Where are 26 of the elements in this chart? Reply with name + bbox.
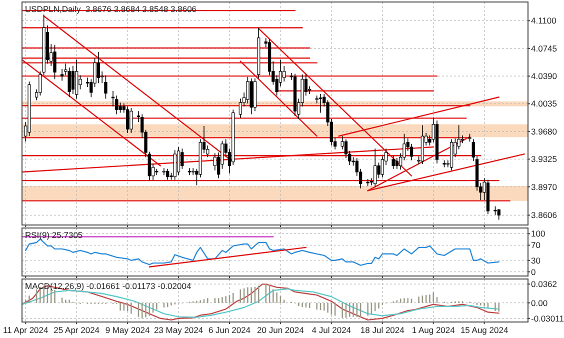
chart-title: MACD(12,26,9) -0.01661 -0.01173 -0.02004 <box>25 281 192 291</box>
y-tick-label: 30 <box>531 255 541 266</box>
y-tick-label: 0.00 <box>531 298 548 308</box>
x-tick-label: 4 Jul 2024 <box>312 325 352 335</box>
y-tick-label: 70 <box>531 240 541 250</box>
x-tick-label: 18 Jul 2024 <box>360 325 405 335</box>
x-tick-label: 23 May 2024 <box>154 325 204 335</box>
y-tick-label: 100 <box>531 228 546 239</box>
x-tick-label: 6 Jun 2024 <box>208 325 251 335</box>
x-tick-label: 11 Apr 2024 <box>3 325 49 335</box>
x-tick-label: 25 Apr 2024 <box>54 325 100 335</box>
y-tick-label: 4.0390 <box>531 71 558 82</box>
x-tick-label: 15 Aug 2024 <box>460 325 508 335</box>
y-tick-label: 3.9680 <box>531 126 558 136</box>
x-tick-label: 9 May 2024 <box>105 325 150 335</box>
x-tick-label: 20 Jun 2024 <box>257 325 304 335</box>
y-tick-label: -0.03011 <box>531 313 564 324</box>
y-tick-label: 0 <box>531 266 536 277</box>
x-tick-label: 1 Aug 2024 <box>412 325 456 335</box>
y-tick-label: 3.8970 <box>531 182 558 192</box>
y-tick-label: 4.0035 <box>531 98 558 109</box>
y-tick-label: 4.1100 <box>531 16 557 26</box>
y-tick-label: 3.8606 <box>531 210 558 220</box>
y-tick-label: 3.9325 <box>531 154 558 164</box>
y-tick-label: 4.0745 <box>531 43 558 54</box>
y-tick-label: 0.0362 <box>531 279 558 290</box>
